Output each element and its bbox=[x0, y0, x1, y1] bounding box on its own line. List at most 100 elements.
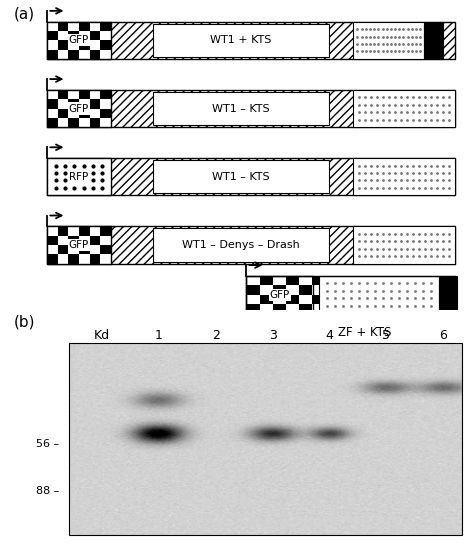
Bar bbox=[364, 285, 377, 295]
Bar bbox=[47, 236, 58, 245]
Bar bbox=[100, 254, 110, 263]
Bar bbox=[285, 276, 299, 285]
Bar bbox=[58, 50, 68, 59]
Bar bbox=[351, 304, 364, 313]
Text: 5: 5 bbox=[383, 329, 390, 342]
Bar bbox=[100, 40, 110, 50]
Bar bbox=[58, 108, 68, 118]
Bar bbox=[79, 226, 90, 236]
Bar bbox=[442, 285, 455, 295]
Text: 2: 2 bbox=[212, 329, 219, 342]
Bar bbox=[246, 276, 455, 313]
Bar bbox=[403, 276, 416, 285]
Text: 4: 4 bbox=[326, 329, 333, 342]
Bar bbox=[377, 285, 390, 295]
Bar bbox=[259, 304, 273, 313]
Bar bbox=[68, 99, 79, 108]
Bar bbox=[429, 295, 442, 304]
Bar bbox=[273, 285, 285, 295]
Bar bbox=[364, 295, 377, 304]
Bar bbox=[58, 99, 68, 108]
Text: 6: 6 bbox=[439, 329, 447, 342]
Bar bbox=[79, 118, 90, 127]
Bar bbox=[90, 226, 100, 236]
Bar bbox=[299, 304, 311, 313]
Text: Kd: Kd bbox=[94, 329, 110, 342]
Bar bbox=[47, 40, 58, 50]
Bar bbox=[299, 295, 311, 304]
Bar bbox=[68, 31, 79, 40]
Bar bbox=[58, 226, 68, 236]
Bar bbox=[442, 304, 455, 313]
Bar bbox=[68, 118, 79, 127]
Bar bbox=[79, 31, 90, 40]
Bar bbox=[154, 228, 328, 262]
Bar bbox=[353, 158, 455, 195]
Bar bbox=[68, 40, 79, 50]
Bar bbox=[47, 226, 58, 236]
Bar bbox=[416, 276, 429, 285]
Bar bbox=[285, 304, 299, 313]
Bar bbox=[100, 31, 110, 40]
Text: (b): (b) bbox=[14, 315, 36, 330]
Bar bbox=[259, 276, 273, 285]
Bar bbox=[273, 276, 285, 285]
Bar bbox=[311, 295, 325, 304]
Bar bbox=[311, 285, 325, 295]
Bar bbox=[246, 295, 259, 304]
Bar bbox=[47, 108, 58, 118]
Text: ZF + KTS: ZF + KTS bbox=[338, 325, 392, 338]
Text: 3: 3 bbox=[269, 329, 276, 342]
Bar bbox=[58, 236, 68, 245]
Bar bbox=[79, 108, 90, 118]
Bar bbox=[58, 40, 68, 50]
Bar bbox=[299, 276, 311, 285]
Bar bbox=[58, 254, 68, 263]
Bar bbox=[337, 276, 351, 285]
Bar bbox=[100, 226, 110, 236]
Bar bbox=[47, 50, 58, 59]
Bar bbox=[79, 99, 90, 108]
Bar bbox=[390, 276, 403, 285]
Bar bbox=[246, 285, 259, 295]
Bar bbox=[353, 22, 424, 59]
Bar bbox=[68, 22, 79, 31]
Bar bbox=[353, 226, 455, 263]
Bar bbox=[58, 245, 68, 254]
Bar bbox=[353, 226, 455, 263]
Bar bbox=[90, 108, 100, 118]
Bar bbox=[273, 295, 285, 304]
Bar bbox=[100, 245, 110, 254]
Text: WT1 – KTS: WT1 – KTS bbox=[212, 172, 270, 182]
Bar bbox=[100, 90, 110, 99]
Text: GFP: GFP bbox=[69, 35, 89, 45]
Bar bbox=[325, 276, 337, 285]
Bar bbox=[47, 99, 58, 108]
Bar bbox=[353, 158, 455, 195]
Bar bbox=[47, 158, 110, 195]
Bar bbox=[68, 226, 79, 236]
Bar bbox=[90, 50, 100, 59]
Bar bbox=[353, 22, 424, 59]
Bar bbox=[377, 304, 390, 313]
Bar bbox=[390, 295, 403, 304]
Bar bbox=[58, 31, 68, 40]
Bar bbox=[351, 295, 364, 304]
Bar bbox=[377, 295, 390, 304]
Bar bbox=[364, 276, 377, 285]
Bar bbox=[100, 236, 110, 245]
Bar bbox=[68, 50, 79, 59]
Bar bbox=[351, 285, 364, 295]
Bar bbox=[154, 160, 328, 194]
Bar bbox=[285, 295, 299, 304]
Bar bbox=[47, 90, 455, 127]
Bar bbox=[79, 254, 90, 263]
Bar bbox=[68, 245, 79, 254]
Bar bbox=[47, 226, 110, 263]
Bar bbox=[285, 285, 299, 295]
Bar bbox=[100, 22, 110, 31]
Bar bbox=[79, 22, 90, 31]
Bar bbox=[79, 245, 90, 254]
Bar bbox=[442, 295, 455, 304]
Bar bbox=[390, 304, 403, 313]
